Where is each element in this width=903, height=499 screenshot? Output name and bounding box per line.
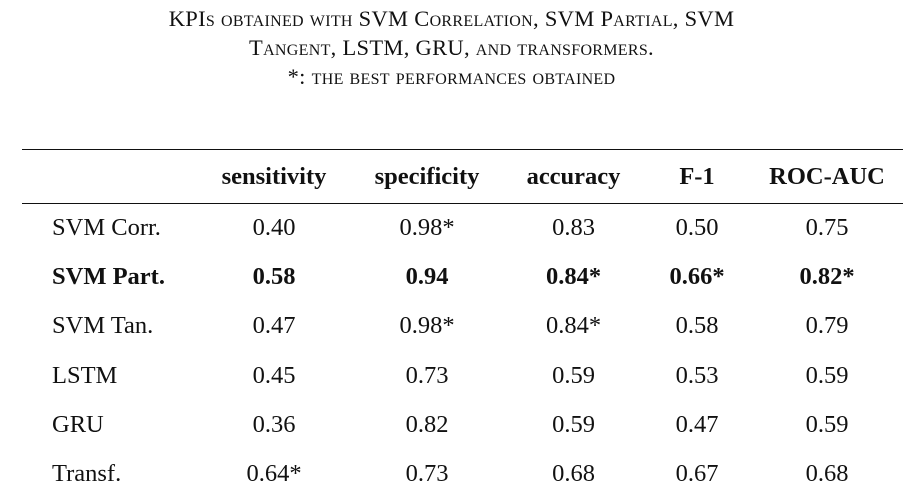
cell-sensitivity: 0.45 [252,361,296,389]
cell-f1: 0.50 [675,213,719,241]
row-model-name: SVM Corr. [52,213,161,241]
cell-specificity: 0.73 [405,460,449,488]
cell-specificity: 0.98* [399,312,455,340]
row-model-name: Transf. [52,460,122,488]
row-model-name: SVM Part. [52,262,165,290]
cell-accuracy: 0.59 [552,361,595,389]
header-roc-auc: ROC-AUC [769,162,885,190]
cell-sensitivity: 0.58 [252,262,296,290]
table-row: Transf. 0.64* 0.73 0.68 0.67 0.68 [22,449,903,498]
cell-f1: 0.58 [675,312,719,340]
caption-line-1: KPIs obtained with SVM Correlation, SVM … [168,6,735,31]
cell-specificity: 0.98* [399,213,455,241]
header-row: sensitivity specificity accuracy F-1 ROC… [22,150,903,203]
cell-f1: 0.47 [675,410,719,438]
caption-line-3: *: the best performances obtained [287,64,616,89]
header-f1: F-1 [679,162,715,190]
cell-sensitivity: 0.47 [252,312,296,340]
header-model [22,150,198,203]
header-accuracy: accuracy [526,162,621,190]
table-row: SVM Part. 0.58 0.94 0.84* 0.66* 0.82* [22,252,903,301]
table-row: GRU 0.36 0.82 0.59 0.47 0.59 [22,400,903,449]
header-sensitivity: sensitivity [221,162,327,190]
header-specificity: specificity [374,162,480,190]
cell-f1: 0.53 [675,361,719,389]
cell-specificity: 0.82 [405,410,449,438]
kpi-table: sensitivity specificity accuracy F-1 ROC… [22,150,903,499]
cell-roc-auc: 0.59 [805,361,849,389]
cell-roc-auc: 0.68 [805,460,849,488]
cell-accuracy: 0.59 [552,410,595,438]
table-body: SVM Corr. 0.40 0.98* 0.83 0.50 0.75 SVM Part. 0… [22,203,903,499]
table-row: SVM Corr. 0.40 0.98* 0.83 0.50 0.75 [22,203,903,252]
table-caption: KPIs obtained with SVM Correlation, SVM … [0,4,903,91]
cell-sensitivity: 0.40 [252,213,296,241]
cell-roc-auc: 0.59 [805,410,849,438]
table-top-rule [22,149,903,150]
table-row: SVM Tan. 0.47 0.98* 0.84* 0.58 0.79 [22,302,903,351]
cell-roc-auc: 0.75 [805,213,849,241]
table-row: LSTM 0.45 0.73 0.59 0.53 0.59 [22,351,903,400]
cell-f1: 0.67 [675,460,719,488]
row-model-name: GRU [52,410,104,438]
cell-sensitivity: 0.64* [246,460,302,488]
cell-accuracy: 0.84* [545,312,602,340]
caption-line-2: Tangent, LSTM, GRU, and transformers. [249,35,654,60]
cell-accuracy: 0.84* [545,262,602,290]
row-model-name: SVM Tan. [52,312,154,340]
cell-roc-auc: 0.79 [805,312,849,340]
cell-accuracy: 0.68 [552,460,595,488]
cell-specificity: 0.73 [405,361,449,389]
table-header-rule [22,203,903,204]
row-model-name: LSTM [52,361,118,389]
cell-roc-auc: 0.82* [799,262,855,290]
cell-accuracy: 0.83 [552,213,595,241]
cell-sensitivity: 0.36 [252,410,296,438]
cell-f1: 0.66* [669,262,725,290]
cell-specificity: 0.94 [405,262,449,290]
